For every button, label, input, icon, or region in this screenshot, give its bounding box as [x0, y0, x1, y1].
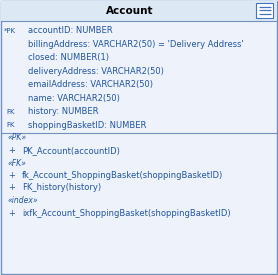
- Text: shoppingBasketID: NUMBER: shoppingBasketID: NUMBER: [28, 121, 147, 130]
- Text: billingAddress: VARCHAR2(50) = 'Delivery Address': billingAddress: VARCHAR2(50) = 'Delivery…: [28, 40, 244, 49]
- Text: name: VARCHAR2(50): name: VARCHAR2(50): [28, 94, 120, 103]
- Text: deliveryAddress: VARCHAR2(50): deliveryAddress: VARCHAR2(50): [28, 67, 164, 76]
- Text: +: +: [8, 183, 15, 192]
- Text: «FK»: «FK»: [8, 158, 27, 167]
- Text: emailAddress: VARCHAR2(50): emailAddress: VARCHAR2(50): [28, 80, 153, 89]
- Bar: [1, 1, 277, 21]
- Text: closed: NUMBER(1): closed: NUMBER(1): [28, 53, 109, 62]
- Text: ixfk_Account_ShoppingBasket(shoppingBasketID): ixfk_Account_ShoppingBasket(shoppingBask…: [22, 208, 231, 218]
- Bar: [256, 3, 273, 18]
- Text: +: +: [8, 146, 15, 155]
- Text: «index»: «index»: [8, 196, 39, 205]
- Text: PK_Account(accountID): PK_Account(accountID): [22, 146, 120, 155]
- Text: FK_history(history): FK_history(history): [22, 183, 101, 192]
- Text: Account: Account: [106, 6, 154, 16]
- Text: *PK: *PK: [4, 28, 16, 34]
- Text: accountID: NUMBER: accountID: NUMBER: [28, 26, 113, 35]
- Text: fk_Account_ShoppingBasket(shoppingBasketID): fk_Account_ShoppingBasket(shoppingBasket…: [22, 171, 223, 180]
- Text: FK: FK: [6, 122, 14, 128]
- Text: +: +: [8, 208, 15, 218]
- Text: FK: FK: [6, 109, 14, 115]
- Text: «PK»: «PK»: [8, 133, 27, 142]
- Text: +: +: [8, 171, 15, 180]
- Text: history: NUMBER: history: NUMBER: [28, 107, 98, 116]
